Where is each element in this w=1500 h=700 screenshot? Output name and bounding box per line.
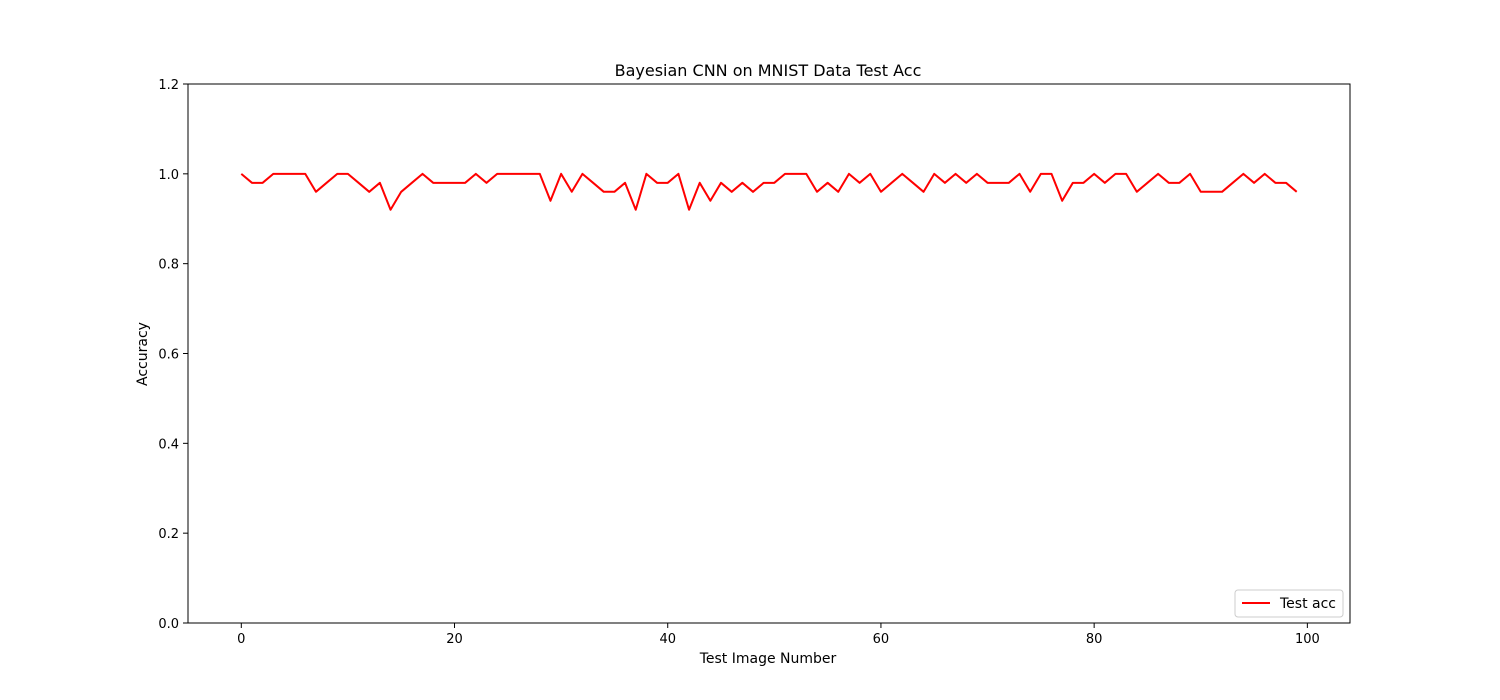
y-tick-label: 0.2 <box>158 527 179 542</box>
plot-frame <box>187 83 1351 624</box>
x-tick-label: 20 <box>446 632 463 647</box>
x-tick-label: 80 <box>1086 632 1103 647</box>
x-tick-label: 100 <box>1295 632 1320 647</box>
series-line-test-acc <box>240 172 1298 211</box>
y-tick-label: 1.0 <box>158 168 179 183</box>
y-tick-label: 0.4 <box>158 437 179 452</box>
y-tick-label: 0.0 <box>158 617 179 632</box>
y-tick-label: 1.2 <box>158 78 179 93</box>
series-layer <box>240 172 1298 211</box>
chart-title: Bayesian CNN on MNIST Data Test Acc <box>615 61 922 80</box>
legend-box <box>1234 589 1344 618</box>
x-tick-label: 0 <box>237 632 245 647</box>
y-tick-label: 0.8 <box>158 258 179 273</box>
y-axis-label: Accuracy <box>135 322 151 386</box>
x-tick-label: 60 <box>873 632 890 647</box>
x-axis-label: Test Image Number <box>699 651 837 667</box>
legend-label-test-acc: Test acc <box>1279 596 1336 612</box>
x-axis-ticks: 0 20 40 60 80 100 <box>237 623 1320 647</box>
legend: Test acc <box>1234 589 1344 618</box>
y-axis-ticks: 0.0 0.2 0.4 0.6 0.8 1.0 1.2 <box>158 78 188 632</box>
plot-area: 0 20 40 60 80 100 0.0 0.2 0.4 0.6 0.8 1.0 1.2 <box>158 78 1351 647</box>
x-tick-label: 40 <box>659 632 676 647</box>
y-tick-label: 0.6 <box>158 348 179 363</box>
